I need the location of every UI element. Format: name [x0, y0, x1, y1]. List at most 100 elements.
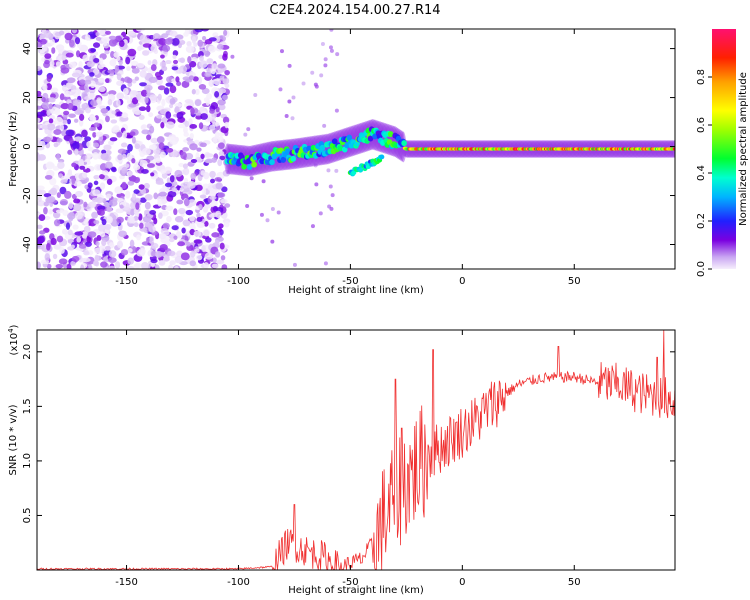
spectrogram-noise-blob — [194, 29, 204, 33]
spectrogram-noise-blob — [214, 131, 220, 138]
spectrogram-noise-blob — [50, 187, 58, 196]
spectrogram-scatter — [334, 108, 339, 113]
spectrogram-noise-blob — [133, 222, 139, 228]
spectrogram-xtick-label: 50 — [568, 276, 581, 287]
spectrogram-noise-blob — [176, 111, 184, 120]
spectrogram-noise-blob — [197, 39, 204, 47]
spectrogram-noise-blob — [79, 113, 85, 121]
spectrogram-ytick-label: 20 — [22, 91, 33, 104]
spectrogram-noise-blob — [176, 199, 184, 205]
spectrogram-noise-blob — [116, 208, 123, 213]
spectrogram-noise-blob — [127, 257, 135, 265]
spectrogram-noise-blob — [157, 93, 162, 101]
spectrogram-noise-blob — [48, 103, 53, 110]
spectrogram-noise-blob — [65, 222, 71, 230]
spectrogram-noise-blob — [87, 264, 93, 269]
spectrogram-noise-blob — [162, 230, 170, 236]
spectrogram-noise-blob — [213, 78, 221, 86]
spectrogram-noise-blob — [196, 216, 203, 223]
spectrogram-noise-blob — [146, 163, 156, 168]
spectrogram-noise-blob — [37, 139, 43, 148]
spectrogram-noise-blob — [161, 98, 166, 107]
spectrogram-noise-blob — [144, 96, 149, 104]
spectrogram-noise-blob — [139, 159, 148, 167]
spectrogram-noise-blob — [205, 237, 212, 243]
spectrogram-noise-blob — [144, 209, 150, 215]
spectrogram-noise-blob — [139, 222, 144, 229]
spectrogram-noise-blob — [181, 80, 190, 88]
spectrogram-noise-blob — [126, 152, 133, 161]
spectrogram-noise-blob — [53, 219, 61, 227]
colorbar-ticks: 0.0 0.2 0.4 0.6 0.8 — [696, 69, 712, 277]
snr-xtick-label: -100 — [227, 577, 250, 588]
spectrogram-noise-blob — [125, 56, 131, 65]
spectrogram-noise-blob — [154, 264, 160, 269]
spectrogram-noise-blob — [115, 197, 124, 203]
spectrogram-scatter — [330, 193, 335, 198]
spectrogram-noise-blob — [119, 204, 124, 209]
spectrogram-noise-blob — [174, 169, 183, 178]
spectrogram-noise-blob — [204, 252, 214, 260]
spectrogram-noise-blob — [171, 38, 180, 46]
spectrogram-ytick-label: -20 — [22, 187, 33, 203]
spectrogram-scatter — [284, 114, 289, 119]
spectrogram-noise-blob — [66, 77, 76, 84]
spectrogram-noise-blob — [82, 54, 89, 62]
spectrogram-noise-blob — [209, 170, 216, 178]
spectrogram-noise-blob — [67, 169, 73, 176]
spectrogram-noise-blob — [108, 250, 117, 258]
colorbar: 0.0 0.2 0.4 0.6 0.8 Normalized spectral ampl… — [696, 29, 749, 277]
spectrogram-noise-blob — [195, 88, 200, 96]
spectrogram-noise-blob — [143, 182, 150, 190]
colorbar-tick-label: 0.4 — [696, 165, 707, 181]
spectrogram-noise-blob — [209, 108, 215, 114]
spectrogram-noise-blob — [92, 42, 101, 48]
spectrogram-noise-blob — [43, 30, 52, 39]
spectrogram-noise-blob — [70, 244, 75, 249]
spectrogram-noise-blob — [145, 237, 150, 243]
spectrogram-noise-blob — [149, 125, 155, 134]
spectrogram-noise-blob — [214, 239, 220, 248]
spectrogram-echo — [331, 138, 338, 145]
spectrogram-noise-blob — [62, 119, 68, 125]
spectrogram-noise-blob — [84, 184, 89, 190]
spectrogram-noise-blob — [93, 175, 100, 180]
spectrogram-xtick-label: -150 — [115, 276, 138, 287]
spectrogram-noise-blob — [175, 76, 180, 83]
spectrogram-echo — [241, 163, 247, 170]
spectrogram-noise-blob — [174, 216, 184, 223]
spectrogram-ticks: -150 -100 -50 0 50 -40 -20 0 20 40 — [22, 29, 675, 287]
spectrogram-noise-blob — [158, 260, 166, 266]
spectrogram-noise-blob — [55, 209, 64, 214]
spectrogram-noise-blob — [194, 248, 200, 253]
spectrogram-noise-blob — [206, 58, 214, 64]
spectrogram-noise-blob — [150, 242, 159, 249]
spectrogram-noise-blob — [63, 90, 72, 98]
spectrogram-noise-blob — [61, 228, 68, 235]
spectrogram-noise-blob — [37, 90, 42, 96]
spectrogram-noise-blob — [169, 103, 174, 109]
spectrogram-noise-blob — [116, 73, 122, 81]
spectrogram-noise-blob — [83, 201, 88, 208]
spectrogram-noise-blob — [67, 212, 76, 220]
spectrogram-noise-blob — [122, 87, 129, 96]
spectrogram-noise-blob — [95, 240, 100, 247]
spectrogram-noise-blob — [90, 48, 97, 53]
spectrogram-noise-blob — [180, 252, 190, 261]
spectrogram-noise-blob — [65, 129, 75, 137]
spectrogram-noise-blob — [59, 199, 69, 206]
spectrogram-noise-blob — [136, 62, 145, 69]
spectrogram-noise-blob — [87, 182, 93, 189]
spectrogram-noise-blob — [188, 75, 195, 80]
spectrogram-noise-blob — [211, 257, 217, 263]
spectrogram-noise-blob — [167, 190, 177, 198]
spectrogram-noise-blob — [72, 141, 80, 150]
spectrogram-noise-blob — [136, 249, 146, 257]
spectrogram-noise-blob — [137, 45, 142, 52]
spectrogram-frame — [36, 28, 676, 270]
spectrogram-noise-blob — [114, 261, 121, 269]
spectrogram-noise-blob — [217, 158, 223, 167]
spectrogram-noise-blob — [212, 137, 218, 144]
snr-xtick-label: -150 — [115, 577, 138, 588]
spectrogram-noise-blob — [158, 212, 163, 219]
